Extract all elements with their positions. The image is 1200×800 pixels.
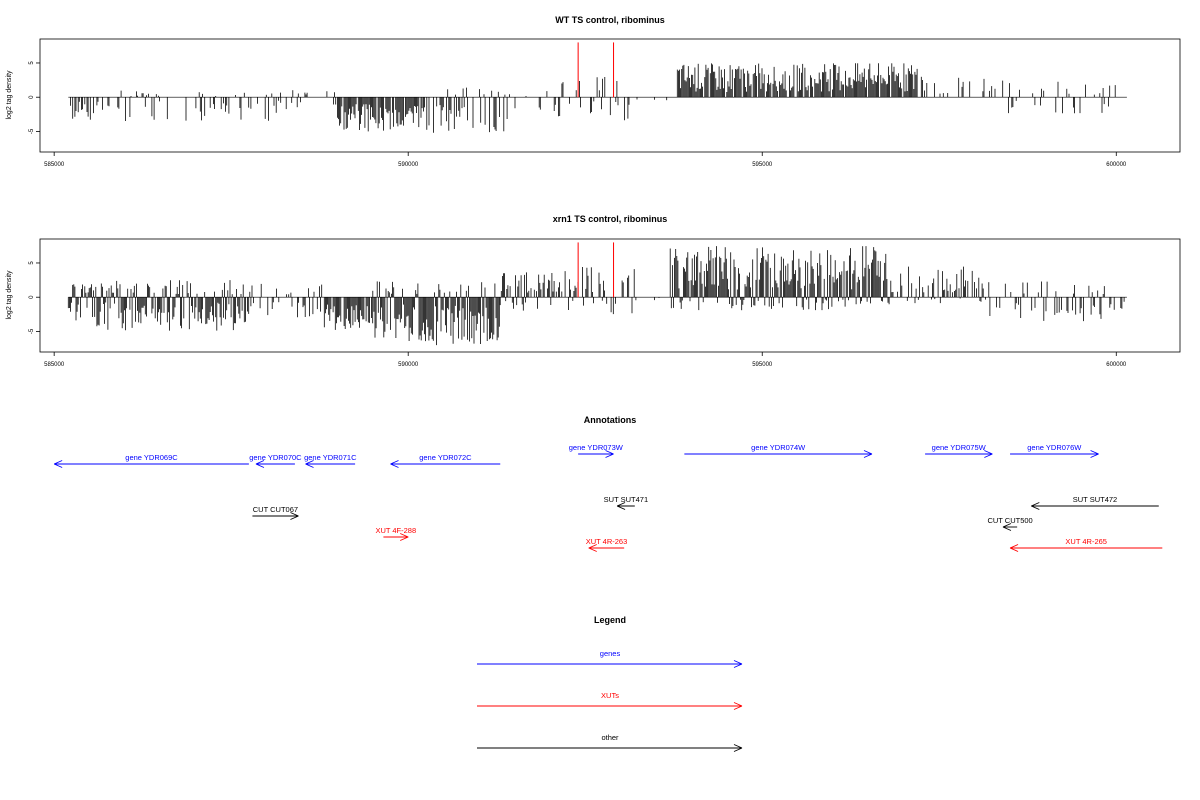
legend-title: Legend bbox=[594, 615, 626, 625]
legend-label: other bbox=[601, 733, 619, 742]
wt-x-tick-label: 585000 bbox=[44, 162, 65, 168]
legend: genes XUTs other bbox=[477, 649, 743, 752]
xrn1-x-tick-label: 600000 bbox=[1106, 362, 1127, 368]
annotation-label: gene YDR069C bbox=[125, 453, 178, 462]
annotation-arrow bbox=[1002, 523, 1018, 531]
wt-x-tick-label: 595000 bbox=[752, 162, 773, 168]
wt-panel-title: WT TS control, ribominus bbox=[555, 15, 665, 25]
annotation-label: XUT 4R-263 bbox=[586, 537, 628, 546]
annotation-arrow bbox=[390, 460, 501, 468]
annotation-arrow bbox=[925, 450, 993, 458]
wt-y-tick-label: -5 bbox=[29, 128, 35, 134]
xrn1-y-axis: -5 0 5 bbox=[29, 261, 40, 334]
legend-arrow bbox=[477, 660, 743, 668]
wt-x-axis: 585000 590000 595000 600000 bbox=[44, 152, 1127, 168]
annotations-title: Annotations bbox=[584, 415, 637, 425]
wt-marker-lines bbox=[577, 42, 615, 98]
legend-label: genes bbox=[600, 649, 621, 658]
xrn1-plot-frame bbox=[39, 238, 1181, 353]
annotation-label: gene YDR076W bbox=[1027, 443, 1082, 452]
annotation-arrow bbox=[383, 533, 409, 541]
annotations-track: gene YDR069C gene YDR070C gene YDR071C gene… bbox=[53, 443, 1163, 552]
annotation-label: SUT SUT472 bbox=[1073, 495, 1117, 504]
annotation-arrow bbox=[578, 450, 614, 458]
legend-arrow bbox=[477, 744, 743, 752]
wt-y-axis-label: log2 tag density bbox=[6, 70, 13, 120]
annotation-arrow bbox=[1031, 502, 1159, 510]
xrn1-y-axis-label: log2 tag density bbox=[6, 270, 13, 320]
annotation-arrow bbox=[684, 450, 873, 458]
xrn1-density-bars bbox=[67, 246, 1127, 346]
annotation-arrow bbox=[252, 512, 299, 520]
xrn1-x-tick-label: 590000 bbox=[398, 362, 419, 368]
annotation-label: gene YDR072C bbox=[419, 453, 472, 462]
annotation-arrow bbox=[1010, 450, 1099, 458]
xrn1-y-tick-label: -5 bbox=[29, 328, 35, 334]
xrn1-y-tick-label: 5 bbox=[29, 261, 35, 265]
wt-track-panel: WT TS control, ribominus log2 tag densit… bbox=[6, 15, 1181, 168]
annotation-label: gene YDR071C bbox=[304, 453, 357, 462]
annotation-label: gene YDR074W bbox=[751, 443, 806, 452]
xrn1-x-axis: 585000 590000 595000 600000 bbox=[44, 352, 1127, 368]
annotation-label: gene YDR075W bbox=[932, 443, 987, 452]
legend-arrow bbox=[477, 702, 743, 710]
xrn1-track-panel: xrn1 TS control, ribominus log2 tag dens… bbox=[6, 214, 1181, 368]
wt-y-axis: -5 0 5 bbox=[29, 61, 40, 134]
annotation-arrow bbox=[255, 460, 295, 468]
wt-plot-frame bbox=[39, 38, 1181, 153]
xrn1-y-tick-label: 0 bbox=[29, 295, 35, 299]
annotation-arrow bbox=[305, 460, 356, 468]
xrn1-panel-title: xrn1 TS control, ribominus bbox=[553, 214, 668, 224]
annotation-arrow bbox=[588, 544, 625, 552]
wt-y-tick-label: 0 bbox=[29, 95, 35, 99]
wt-density-bars bbox=[68, 63, 1127, 133]
wt-x-tick-label: 600000 bbox=[1106, 162, 1127, 168]
annotation-arrow bbox=[53, 460, 249, 468]
annotation-label: gene YDR073W bbox=[569, 443, 624, 452]
annotation-label: XUT 4R-265 bbox=[1065, 537, 1107, 546]
annotation-label: gene YDR070C bbox=[249, 453, 302, 462]
xrn1-x-tick-label: 585000 bbox=[44, 362, 65, 368]
wt-y-tick-label: 5 bbox=[29, 61, 35, 65]
xrn1-x-tick-label: 595000 bbox=[752, 362, 773, 368]
annotation-label: CUT CUT067 bbox=[253, 505, 298, 514]
annotation-label: CUT CUT500 bbox=[987, 516, 1032, 525]
annotation-label: SUT SUT471 bbox=[604, 495, 648, 504]
annotation-label: XUT 4F-288 bbox=[375, 526, 416, 535]
legend-label: XUTs bbox=[601, 691, 619, 700]
xrn1-marker-lines bbox=[577, 242, 615, 298]
annotation-arrow bbox=[616, 502, 635, 510]
wt-x-tick-label: 590000 bbox=[398, 162, 419, 168]
annotation-arrow bbox=[1009, 544, 1163, 552]
